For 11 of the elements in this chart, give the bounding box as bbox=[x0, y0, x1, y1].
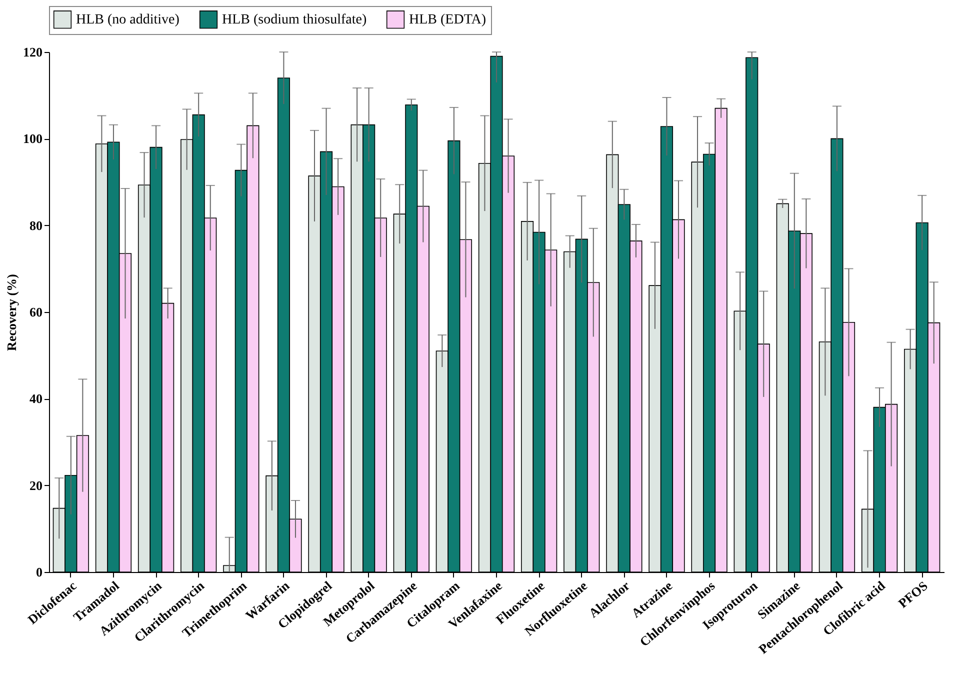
y-tick-label: 80 bbox=[30, 218, 42, 233]
legend-label: HLB (no additive) bbox=[76, 12, 180, 28]
y-tick-label: 100 bbox=[23, 131, 42, 146]
y-tick-label: 120 bbox=[23, 44, 42, 60]
y-tick-label: 40 bbox=[30, 391, 42, 406]
legend-label: HLB (EDTA) bbox=[409, 12, 486, 28]
y-tick-label: 20 bbox=[30, 478, 42, 493]
y-tick-label: 60 bbox=[30, 304, 42, 320]
y-axis-title: Recovery (%) bbox=[4, 274, 19, 351]
y-tick-label: 0 bbox=[36, 564, 42, 580]
legend-label: HLB (sodium thiosulfate) bbox=[222, 12, 367, 28]
